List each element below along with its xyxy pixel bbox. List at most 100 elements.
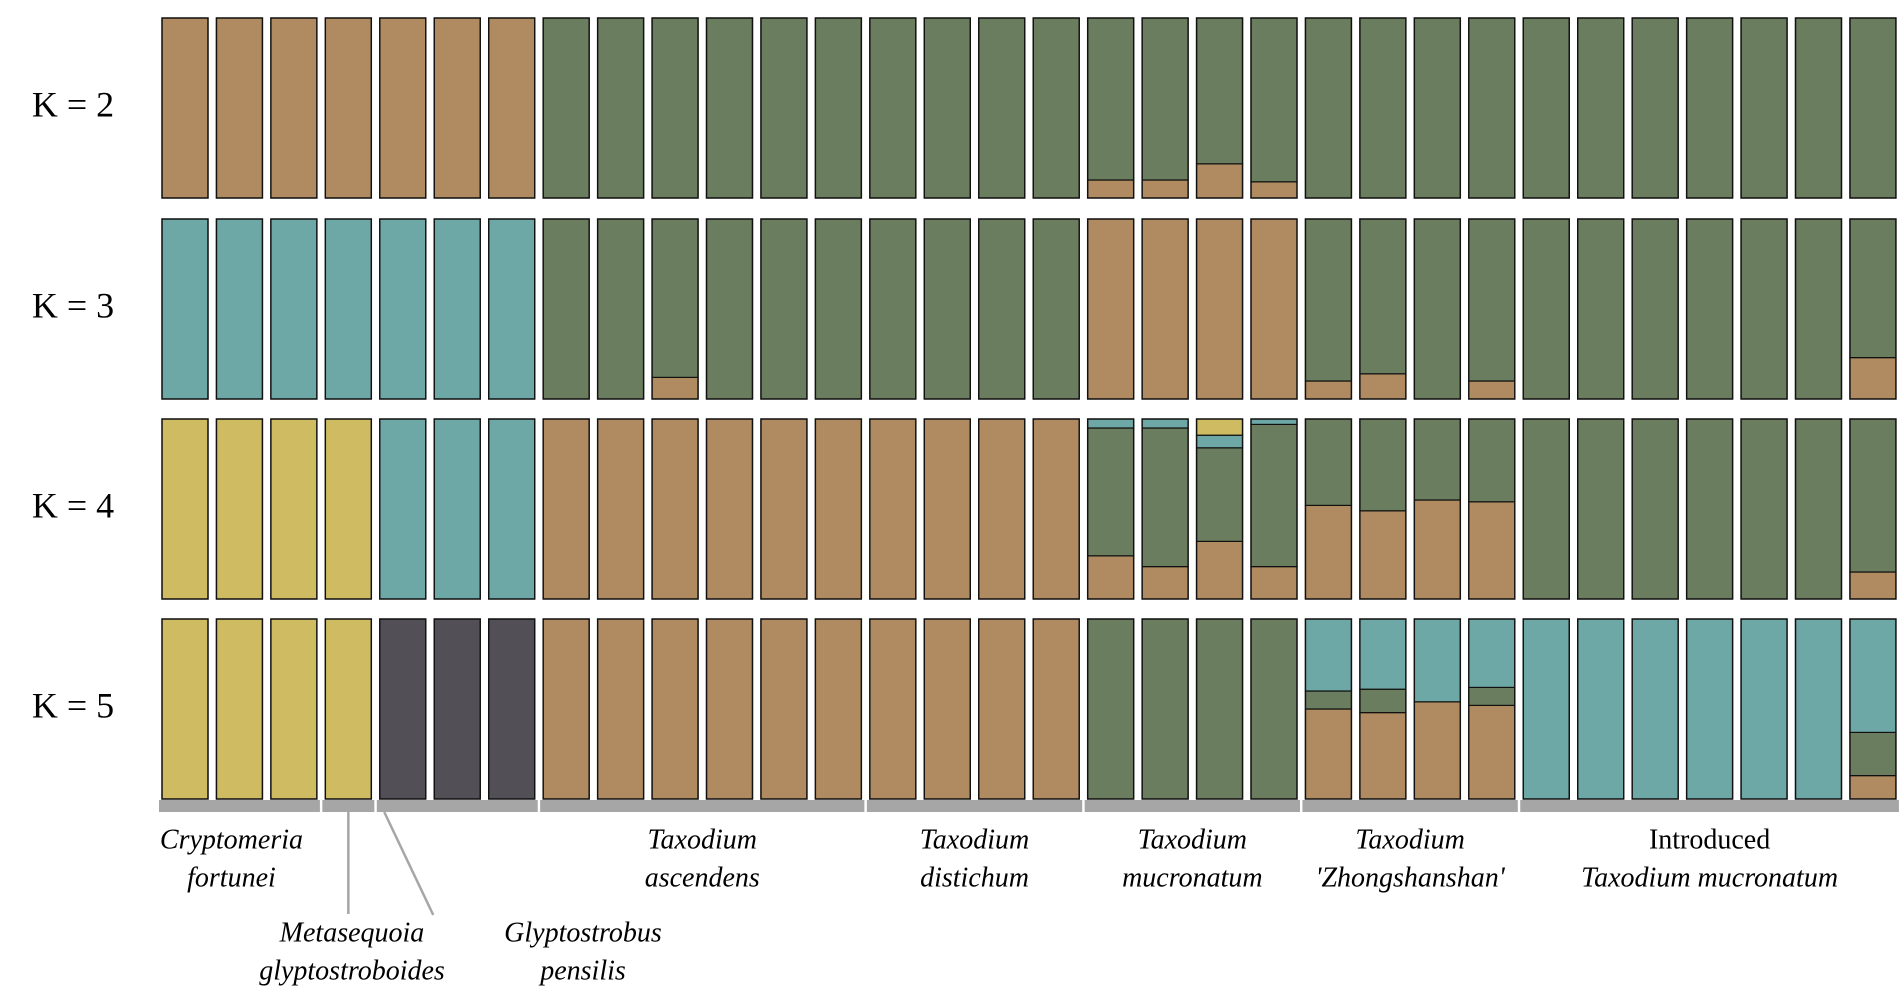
bar-outline [1522,17,1570,199]
bar-segment [1849,774,1897,800]
bar-segment [923,618,971,800]
group-label: Cryptomeria [160,824,303,855]
group-bar [376,800,538,812]
bar-segment [1522,618,1570,800]
bar-segment [1794,418,1843,600]
bar-outline [705,418,754,600]
bar-outline [923,618,971,800]
bar-segment [705,17,754,199]
bar-segment [1685,218,1734,400]
bar-outline [814,418,863,600]
bar-outline [705,618,754,800]
bar-segment [270,17,318,199]
group-label: pensilis [538,955,626,986]
group-label: Introduced [1649,824,1770,855]
bar-segment [270,218,318,400]
bar-segment [1087,218,1135,400]
bar-outline [596,618,645,800]
bar-segment [1304,218,1353,382]
bar-segment [814,17,863,199]
bar-outline [1359,418,1407,600]
bar-outline [814,618,863,800]
bar-outline [161,418,209,600]
bar-outline [596,17,645,199]
bar-segment [596,618,645,800]
bar-outline [1304,618,1353,800]
bar-segment [1577,418,1625,600]
bar-segment [1304,708,1353,800]
bar-segment [1468,704,1516,800]
leader-line [383,811,435,916]
bar-outline [215,418,264,600]
bar-segment [814,218,863,400]
bar-outline [215,17,264,199]
bar-segment [1195,218,1244,400]
bar-segment [814,618,863,800]
bar-segment [1413,17,1461,199]
bar-outline [1522,618,1570,800]
bar-outline [760,17,808,199]
bar-segment [433,618,481,800]
bar-segment [1250,618,1298,800]
bar-segment [1685,618,1734,800]
bar-outline [1576,218,1625,400]
group-label: Taxodium [920,824,1029,855]
bar-segment [161,218,209,400]
bar-outline [1086,418,1135,600]
bar-segment [1141,565,1189,600]
bar-outline [433,418,481,600]
bar-segment [1195,434,1244,449]
bar-segment [705,618,754,800]
bar-segment [1250,418,1298,426]
bar-outline [1195,618,1244,800]
bar-segment [596,218,645,400]
bar-segment [1685,418,1734,600]
bar-segment [324,218,372,400]
bar-segment [1413,701,1461,800]
bar-segment [978,418,1026,600]
bar-segment [596,418,645,600]
bar-segment [1577,618,1625,800]
bar-segment [1849,618,1897,734]
bar-segment [1468,17,1516,199]
bar-segment [542,418,590,600]
bar-segment [1849,357,1897,400]
bar-outline [324,218,373,400]
bar-segment [488,618,536,800]
bar-outline [1032,218,1080,400]
bar-segment [1087,618,1135,800]
bar-segment [1740,17,1788,199]
group-label: Taxodium [1355,824,1464,855]
bar-segment [433,218,481,400]
bar-segment [1250,565,1298,600]
bar-outline [1413,218,1462,400]
bar-outline [1086,618,1135,800]
bar-segment [161,418,209,600]
bar-segment [1359,17,1407,199]
bar-segment [1849,731,1897,777]
bar-segment [1304,380,1353,400]
bar-outline [1304,418,1353,600]
bar-segment [1250,17,1298,183]
bar-segment [1250,218,1298,400]
bar-outline [1576,618,1625,800]
bar-segment [1359,418,1407,512]
bar-outline [270,418,318,600]
bar-outline [814,218,863,400]
bar-outline [1250,218,1298,400]
bar-segment [760,17,808,199]
bar-outline [1032,618,1080,800]
bar-outline [1359,17,1407,199]
bar-outline [978,218,1026,400]
bar-outline [978,618,1026,800]
bar-outline [1740,218,1788,400]
bar-segment [488,17,536,199]
bar-outline [1849,418,1897,600]
group-label: distichum [920,862,1029,893]
bar-outline [1685,418,1734,600]
bar-outline [324,418,373,600]
bar-outline [488,418,536,600]
bar-outline [161,218,209,400]
bar-segment [1522,17,1570,199]
bar-outline [705,218,754,400]
